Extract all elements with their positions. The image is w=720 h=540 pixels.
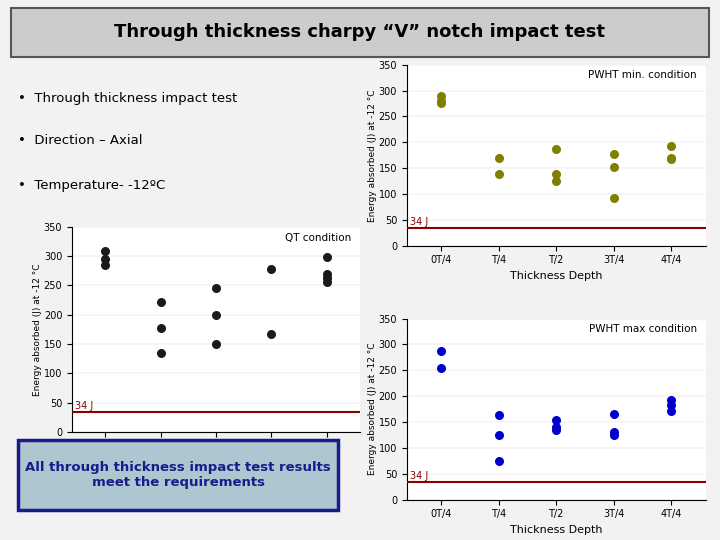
- Point: [608, 150, 619, 158]
- Point: [493, 170, 505, 179]
- Point: [436, 91, 447, 100]
- Point: [99, 255, 111, 264]
- Text: 34 J: 34 J: [75, 401, 93, 410]
- Point: [493, 456, 505, 465]
- Point: [321, 278, 333, 287]
- Point: [210, 284, 222, 293]
- Point: [155, 298, 166, 306]
- Point: [436, 99, 447, 107]
- Text: •  Temperature- -12ºC: • Temperature- -12ºC: [18, 179, 165, 192]
- Y-axis label: Energy absorbed (J) at -12 °C: Energy absorbed (J) at -12 °C: [33, 263, 42, 396]
- Point: [436, 97, 447, 105]
- Text: •  Direction – Axial: • Direction – Axial: [18, 134, 143, 147]
- Point: [493, 153, 505, 162]
- Point: [665, 406, 677, 415]
- Text: 34 J: 34 J: [410, 471, 428, 481]
- Point: [608, 410, 619, 418]
- Point: [493, 411, 505, 420]
- Point: [608, 430, 619, 439]
- Point: [321, 253, 333, 261]
- Text: PWHT max condition: PWHT max condition: [588, 324, 697, 334]
- Point: [551, 145, 562, 153]
- Point: [321, 274, 333, 283]
- Point: [436, 363, 447, 372]
- Text: PWHT min. condition: PWHT min. condition: [588, 70, 697, 80]
- Text: Through thickness charpy “V” notch impact test: Through thickness charpy “V” notch impac…: [114, 23, 606, 42]
- Point: [493, 430, 505, 439]
- Point: [99, 247, 111, 256]
- Point: [210, 340, 222, 348]
- Point: [155, 323, 166, 332]
- Y-axis label: Energy absorbed (J) at -12 °C: Energy absorbed (J) at -12 °C: [368, 89, 377, 221]
- Point: [608, 163, 619, 172]
- Point: [551, 426, 562, 434]
- Point: [551, 170, 562, 179]
- Point: [266, 265, 277, 273]
- Point: [436, 346, 447, 355]
- X-axis label: Thickness Depth: Thickness Depth: [510, 271, 603, 281]
- Y-axis label: Energy absorbed (J) at -12 °C: Energy absorbed (J) at -12 °C: [368, 343, 377, 475]
- Text: 34 J: 34 J: [410, 217, 428, 227]
- Point: [665, 401, 677, 410]
- Point: [665, 154, 677, 163]
- Point: [266, 329, 277, 338]
- Point: [551, 176, 562, 185]
- X-axis label: Thickness Depth: Thickness Depth: [170, 457, 262, 467]
- Point: [155, 348, 166, 357]
- Point: [99, 261, 111, 269]
- Point: [665, 153, 677, 162]
- Point: [321, 269, 333, 278]
- Point: [551, 416, 562, 425]
- Text: All through thickness impact test results
meet the requirements: All through thickness impact test result…: [25, 461, 331, 489]
- X-axis label: Thickness Depth: Thickness Depth: [510, 525, 603, 535]
- Point: [608, 428, 619, 437]
- Point: [665, 141, 677, 150]
- Text: QT condition: QT condition: [285, 233, 351, 243]
- Text: •  Through thickness impact test: • Through thickness impact test: [18, 92, 237, 105]
- Point: [665, 396, 677, 404]
- Point: [210, 310, 222, 319]
- Point: [608, 193, 619, 202]
- Point: [551, 423, 562, 431]
